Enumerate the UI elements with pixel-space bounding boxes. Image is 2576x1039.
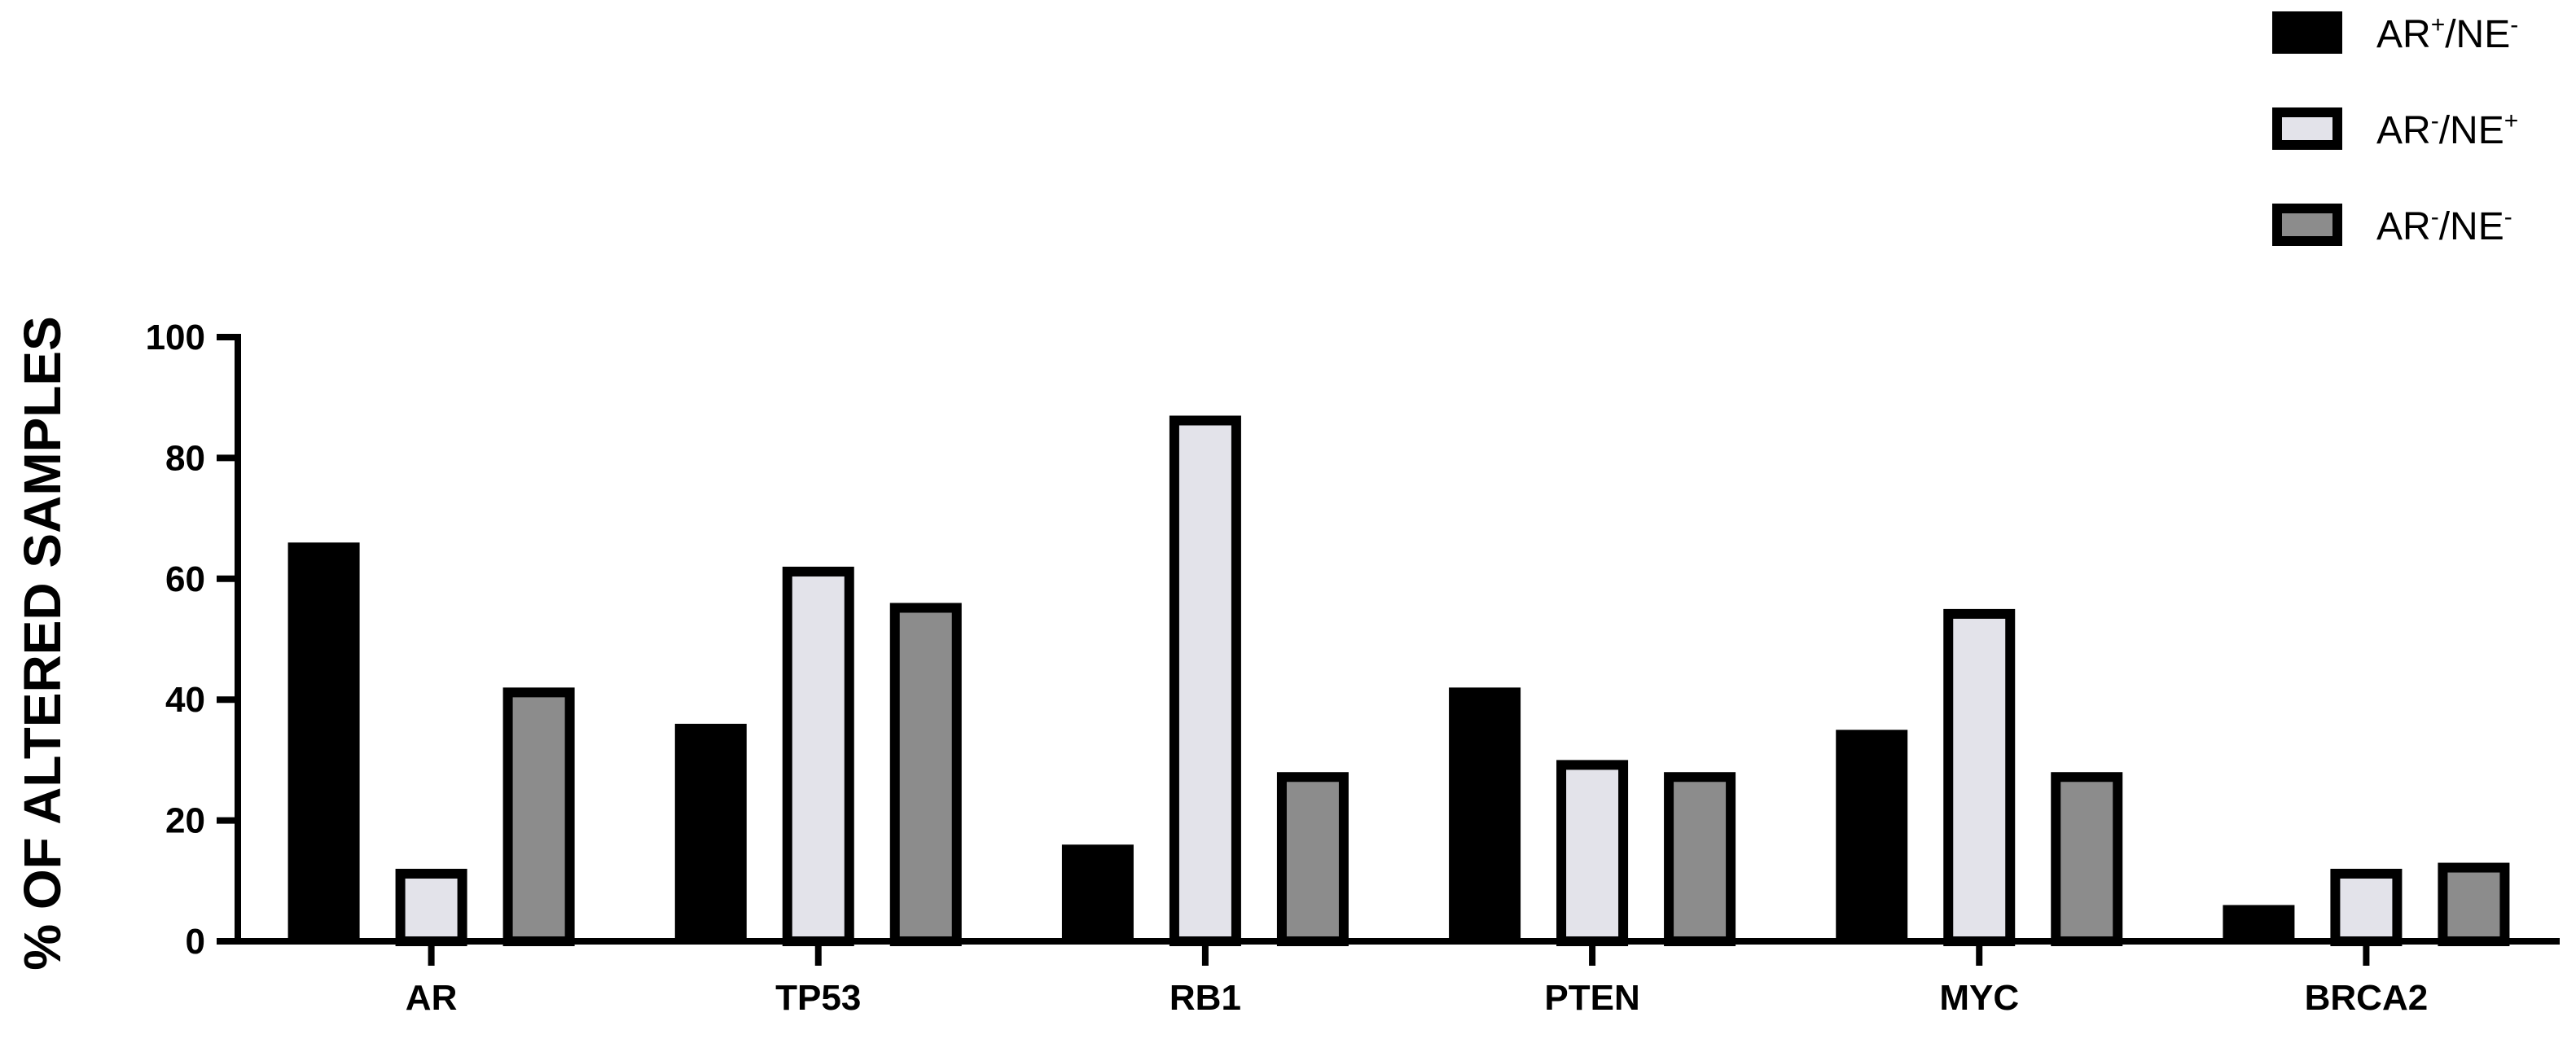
bar-brca2-series-1 [2223, 905, 2295, 941]
y-tick-label: 100 [146, 318, 205, 357]
x-tick-label: RB1 [1170, 978, 1241, 1018]
legend: AR+/NE- AR-/NE+ AR-/NE- [2272, 11, 2518, 248]
y-tick-label: 60 [165, 559, 205, 599]
x-tick-label: MYC [1939, 978, 2019, 1018]
bar-tp53-series-3 [889, 603, 962, 946]
bar-ar-series-1 [287, 542, 360, 941]
y-axis-ticks: 0 20 40 60 80 100 [146, 318, 241, 962]
x-tick-label: TP53 [775, 978, 861, 1018]
bar-tp53-series-2 [782, 566, 854, 947]
bar-pten-series-3 [1664, 772, 1736, 946]
bar-myc-series-2 [1943, 608, 2016, 947]
y-tick-label: 0 [186, 922, 205, 962]
x-tick-label: BRCA2 [2305, 978, 2429, 1018]
bars [287, 415, 2510, 947]
x-tick-label: AR [406, 978, 458, 1018]
bar-myc-series-3 [2051, 772, 2123, 946]
legend-swatch-1 [2272, 11, 2342, 54]
y-axis-label: % OF ALTERED SAMPLES [13, 316, 72, 971]
bar-ar-series-2 [395, 868, 467, 946]
x-tick-label: PTEN [1544, 978, 1639, 1018]
bar-pten-series-1 [1449, 687, 1521, 941]
bar-rb1-series-2 [1169, 415, 1241, 946]
y-tick-label: 20 [165, 801, 205, 841]
bar-rb1-series-1 [1061, 844, 1134, 941]
legend-swatch-2 [2272, 107, 2342, 150]
y-tick-label: 80 [165, 438, 205, 478]
bar-ar-series-3 [502, 687, 575, 946]
legend-label-1: AR+/NE- [2376, 11, 2518, 56]
legend-swatch-3 [2272, 204, 2342, 246]
bar-brca2-series-3 [2438, 862, 2510, 947]
y-tick-label: 40 [165, 680, 205, 720]
bar-tp53-series-1 [674, 723, 747, 941]
legend-label-3: AR-/NE- [2376, 204, 2512, 248]
bar-brca2-series-2 [2330, 868, 2403, 946]
legend-label-2: AR-/NE+ [2376, 107, 2518, 152]
bar-rb1-series-3 [1276, 772, 1349, 946]
bar-myc-series-1 [1836, 730, 1908, 941]
x-axis-ticks: AR TP53 RB1 PTEN MYC BRCA2 [406, 938, 2428, 1018]
bar-pten-series-2 [1556, 760, 1629, 947]
